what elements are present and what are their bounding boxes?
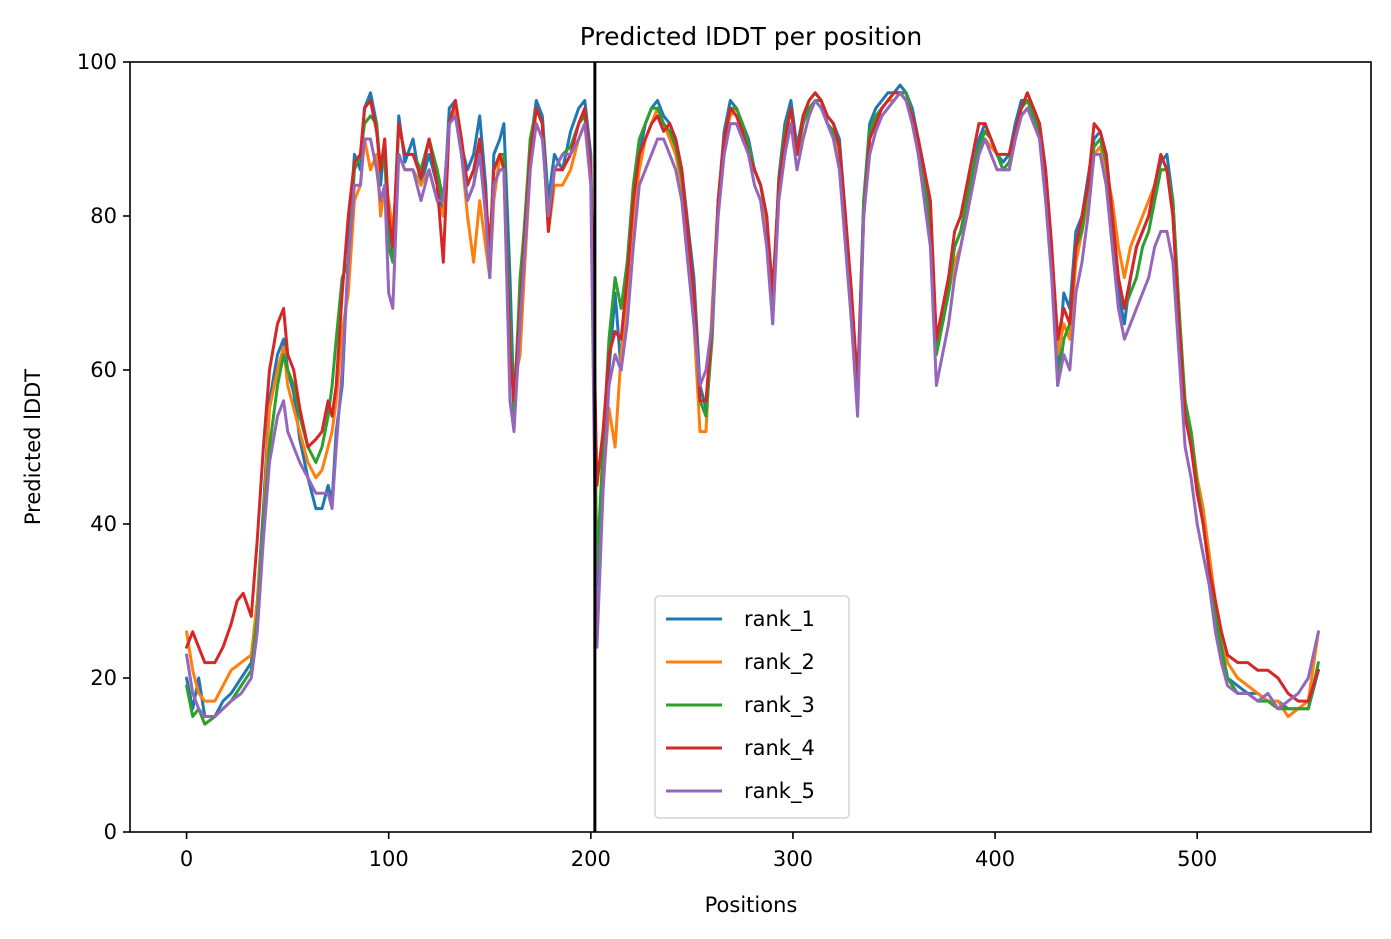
legend-box: [654, 595, 850, 819]
x-tick-label: 0: [180, 847, 193, 871]
series-line-rank-5: [185, 91, 1320, 718]
y-tick-label: 0: [104, 820, 117, 844]
series-line-rank-4: [185, 91, 1320, 703]
x-axis-ticks: 0 100 200 300 400 500: [180, 832, 1217, 871]
legend-label-rank-1: rank_1: [744, 607, 815, 632]
chart-title: Predicted lDDT per position: [580, 22, 922, 51]
legend: rank_1 rank_2 rank_3 rank_4 rank_5: [654, 595, 850, 819]
legend-label-rank-2: rank_2: [744, 650, 815, 675]
legend-label-rank-4: rank_4: [744, 736, 815, 761]
legend-label-rank-3: rank_3: [744, 693, 815, 718]
y-tick-label: 60: [90, 358, 117, 382]
x-axis-label: Positions: [705, 893, 798, 917]
x-tick-label: 300: [773, 847, 813, 871]
y-tick-label: 20: [90, 666, 117, 690]
y-tick-label: 80: [90, 204, 117, 228]
y-axis-label: Predicted lDDT: [21, 369, 45, 525]
x-tick-label: 500: [1177, 847, 1217, 871]
plot-lines: [185, 83, 1320, 726]
y-tick-label: 40: [90, 512, 117, 536]
legend-label-rank-5: rank_5: [744, 779, 815, 804]
x-tick-label: 200: [571, 847, 611, 871]
y-tick-label: 100: [77, 50, 117, 74]
x-tick-label: 100: [369, 847, 409, 871]
y-axis-ticks: 0 20 40 60 80 100: [77, 50, 130, 844]
x-tick-label: 400: [975, 847, 1015, 871]
plot-frame: [129, 61, 1372, 833]
